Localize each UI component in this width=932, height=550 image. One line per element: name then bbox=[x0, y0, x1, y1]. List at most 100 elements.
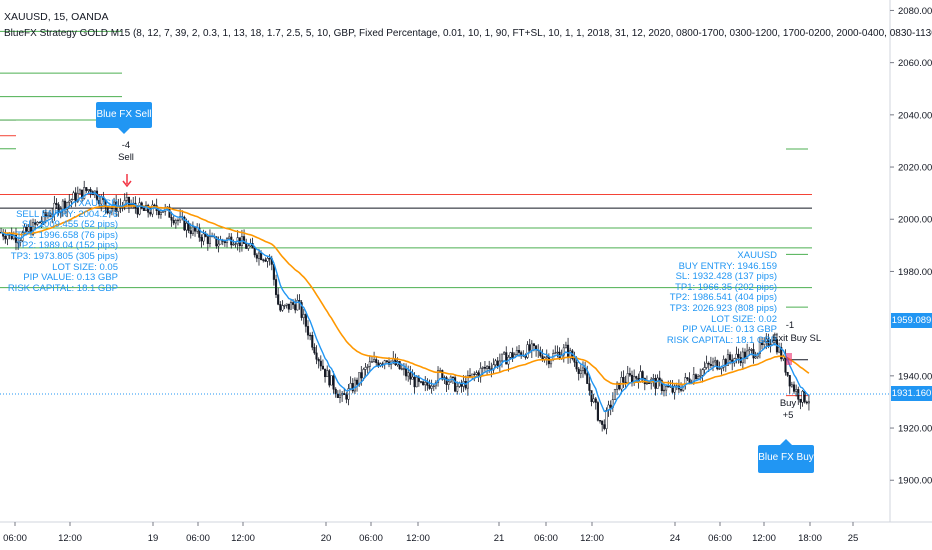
candle-body bbox=[451, 376, 455, 379]
candle-body bbox=[415, 376, 418, 388]
candle-body bbox=[31, 222, 35, 235]
time-tick-label: 25 bbox=[848, 533, 859, 544]
candle-body bbox=[287, 303, 290, 310]
candle-body bbox=[44, 212, 47, 218]
candle-body bbox=[562, 347, 565, 356]
candle-body bbox=[422, 381, 425, 386]
candle-body bbox=[349, 383, 352, 389]
candle-body bbox=[411, 376, 414, 380]
candle-body bbox=[645, 382, 648, 385]
candle-body bbox=[294, 304, 297, 311]
candle-body bbox=[707, 362, 710, 365]
sell-info-line: SL: 2009.455 (52 pips) bbox=[21, 219, 118, 231]
sell-info-line: TP1: 1996.658 (76 pips) bbox=[16, 229, 118, 241]
candle-body bbox=[185, 222, 188, 231]
candle-body bbox=[483, 366, 486, 369]
candle-body bbox=[243, 236, 246, 244]
time-tick-label: 12:00 bbox=[580, 533, 604, 544]
candle-body bbox=[360, 372, 363, 379]
candle-body bbox=[36, 221, 39, 225]
candle-body bbox=[324, 368, 327, 378]
candle-body bbox=[46, 215, 50, 218]
candle-body bbox=[328, 370, 331, 386]
candle-body bbox=[754, 356, 757, 359]
candle-body bbox=[795, 389, 798, 392]
candle-body bbox=[665, 385, 668, 391]
candle-body bbox=[758, 342, 761, 354]
candle-body bbox=[426, 382, 429, 386]
candle-body bbox=[592, 398, 595, 402]
candle-body bbox=[313, 347, 316, 354]
candle-body bbox=[648, 382, 651, 384]
candle-body bbox=[496, 360, 499, 367]
candle-body bbox=[748, 349, 751, 352]
candle-body bbox=[274, 279, 278, 295]
candle-body bbox=[792, 384, 796, 392]
candle-body bbox=[486, 366, 489, 369]
candle-body bbox=[662, 389, 666, 392]
candle-body bbox=[432, 385, 435, 387]
candle-body bbox=[14, 234, 18, 243]
strategy-title: BlueFX Strategy GOLD M15 (8, 12, 7, 39, … bbox=[4, 28, 932, 39]
candle-body bbox=[157, 210, 160, 216]
price-tick-label: 2000.000 bbox=[898, 215, 932, 226]
candle-body bbox=[292, 302, 295, 305]
candle-body bbox=[245, 243, 248, 249]
candle-body bbox=[699, 375, 702, 377]
candle-body bbox=[140, 202, 143, 209]
candle-body bbox=[581, 367, 585, 372]
candle-body bbox=[375, 359, 378, 363]
candle-body bbox=[300, 302, 303, 318]
candle-body bbox=[183, 216, 186, 231]
candle-body bbox=[697, 376, 700, 380]
candle-body bbox=[4, 236, 7, 240]
candle-body bbox=[778, 347, 781, 353]
candle-body bbox=[780, 347, 783, 360]
candle-body bbox=[679, 388, 683, 391]
candle-body bbox=[319, 360, 322, 367]
candle-body bbox=[573, 358, 576, 363]
candle-body bbox=[42, 212, 45, 222]
time-tick-label: 06:00 bbox=[534, 533, 558, 544]
candle-body bbox=[424, 382, 427, 386]
candle-body bbox=[283, 305, 286, 307]
candle-body bbox=[289, 302, 293, 310]
time-tick-label: 21 bbox=[494, 533, 505, 544]
candle-body bbox=[588, 383, 591, 391]
candle-body bbox=[447, 381, 450, 385]
candle-body bbox=[208, 236, 212, 244]
candle-body bbox=[234, 243, 237, 245]
candle-body bbox=[232, 244, 235, 246]
candle-body bbox=[741, 351, 744, 364]
buy-label: Buy bbox=[779, 398, 797, 409]
candle-body bbox=[174, 220, 177, 224]
candle-body bbox=[228, 236, 231, 240]
candle-body bbox=[684, 377, 687, 385]
candle-body bbox=[530, 343, 533, 351]
candle-body bbox=[321, 365, 324, 370]
time-tick-label: 06:00 bbox=[3, 533, 27, 544]
price-tick-label: 2040.000 bbox=[898, 110, 932, 121]
buy-signal-badge: Blue FX Buy bbox=[758, 439, 814, 473]
sell-info-panel: XAUUSD SELL ENTRY: 2004.276 SL: 2009.455 (… bbox=[8, 198, 118, 294]
candle-body bbox=[656, 377, 659, 389]
candle-body bbox=[206, 236, 209, 244]
price-axis: 2080.000 2060.000 2040.000 2020.000 2000.000… bbox=[890, 6, 932, 487]
candle-body bbox=[302, 314, 305, 318]
candle-body bbox=[38, 221, 41, 224]
price-tick-label: 1980.000 bbox=[898, 267, 932, 278]
candle-body bbox=[400, 368, 403, 370]
candle-body bbox=[296, 300, 299, 311]
candle-body bbox=[711, 361, 715, 366]
candle-body bbox=[709, 364, 712, 366]
candle-body bbox=[268, 258, 271, 260]
candle-body bbox=[76, 193, 79, 202]
candle-body bbox=[746, 350, 749, 359]
candle-body bbox=[219, 239, 222, 245]
candle-body bbox=[735, 353, 738, 359]
time-tick-label: 06:00 bbox=[708, 533, 732, 544]
candle-body bbox=[223, 241, 226, 244]
buy-info-line: SL: 1932.428 (137 pips) bbox=[675, 271, 777, 283]
buy-info-line: BUY ENTRY: 1946.159 bbox=[678, 260, 777, 272]
